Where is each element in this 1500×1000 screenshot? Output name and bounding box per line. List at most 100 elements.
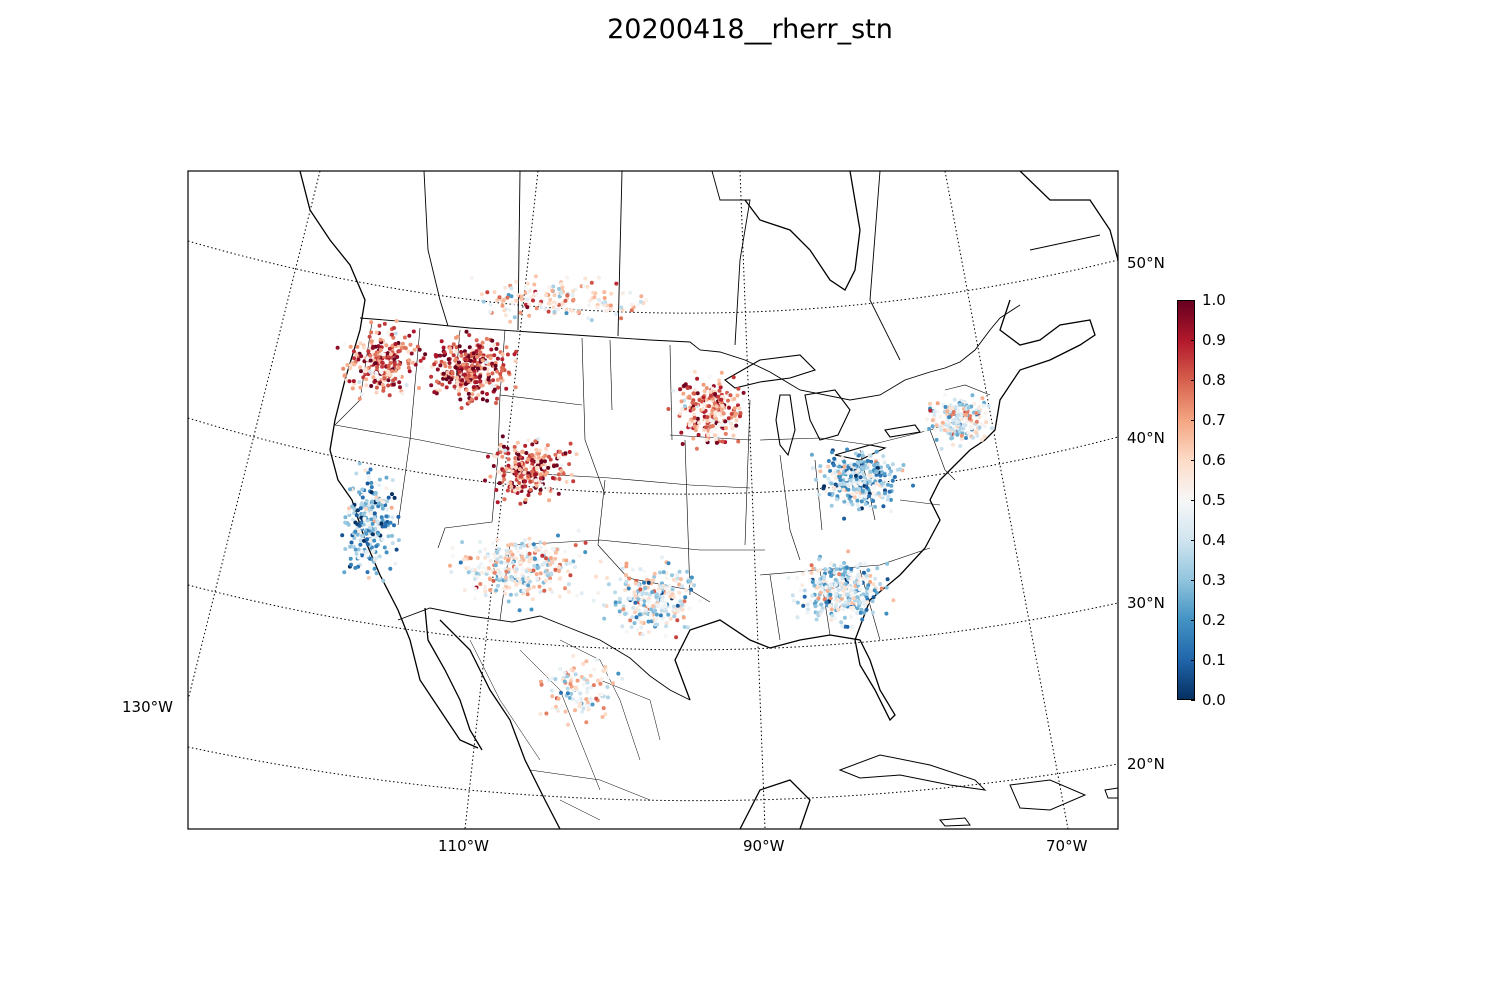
station-point	[383, 524, 388, 529]
station-point	[663, 604, 668, 609]
station-point	[890, 462, 895, 467]
station-point	[386, 534, 391, 539]
station-point	[888, 509, 893, 514]
station-point	[524, 569, 529, 574]
station-point	[644, 591, 649, 596]
station-point	[357, 523, 362, 528]
station-point	[829, 481, 834, 486]
station-point	[658, 570, 662, 575]
station-point	[852, 590, 857, 595]
station-point	[547, 461, 552, 466]
station-point	[348, 366, 353, 371]
station-point	[623, 612, 627, 616]
station-point	[818, 567, 823, 572]
station-point	[537, 448, 542, 453]
station-point	[668, 594, 673, 599]
station-point	[565, 569, 570, 574]
station-point	[464, 362, 469, 367]
station-point	[694, 446, 699, 451]
station-point	[602, 616, 607, 621]
station-point	[533, 439, 538, 444]
station-point	[672, 608, 677, 613]
station-point	[478, 374, 483, 379]
station-point	[651, 578, 655, 583]
station-point	[692, 424, 697, 429]
colorbar-tick-mark	[1191, 420, 1195, 421]
station-point	[831, 463, 836, 468]
station-point	[548, 576, 553, 581]
station-point	[528, 479, 533, 484]
station-point	[861, 592, 866, 597]
station-point	[454, 345, 459, 350]
station-point	[434, 354, 439, 359]
station-point	[545, 450, 550, 455]
station-point	[812, 583, 817, 588]
station-point	[543, 307, 548, 312]
station-point	[448, 563, 452, 568]
colorbar-tick-label: 0.4	[1202, 531, 1226, 549]
station-point	[493, 563, 498, 568]
station-point	[963, 412, 968, 417]
station-point	[842, 459, 847, 464]
station-point	[420, 365, 425, 370]
station-point	[505, 488, 510, 493]
station-point	[584, 703, 589, 708]
station-point	[380, 360, 385, 365]
station-point	[705, 419, 710, 423]
station-point	[654, 617, 659, 622]
station-point	[484, 336, 489, 341]
station-point	[840, 572, 845, 577]
station-point	[872, 463, 877, 468]
station-point	[542, 588, 547, 593]
station-point	[545, 443, 550, 448]
station-point	[360, 501, 364, 506]
station-point	[575, 678, 580, 683]
station-point	[979, 422, 984, 427]
station-point	[850, 491, 854, 496]
station-point	[566, 582, 571, 587]
station-point	[362, 345, 366, 350]
station-point	[569, 691, 574, 696]
station-point	[861, 576, 866, 581]
station-point	[804, 568, 809, 573]
parallel-30	[188, 584, 1118, 651]
station-point	[959, 433, 964, 438]
station-point	[868, 580, 873, 584]
station-point	[863, 502, 868, 506]
station-point	[470, 363, 475, 368]
station-point	[741, 390, 746, 395]
station-point	[729, 421, 734, 426]
station-point	[642, 603, 646, 608]
station-point	[855, 611, 860, 615]
station-point	[464, 329, 469, 334]
station-point	[533, 472, 538, 477]
station-point	[688, 579, 692, 584]
station-point	[735, 393, 740, 398]
station-point	[501, 571, 506, 576]
station-point	[373, 491, 378, 496]
station-point	[675, 603, 680, 608]
station-point	[456, 388, 461, 393]
station-point	[632, 621, 637, 626]
station-point	[455, 379, 460, 384]
station-point	[714, 440, 719, 445]
station-point	[644, 298, 649, 303]
station-point	[836, 607, 841, 612]
station-point	[837, 464, 842, 469]
station-point	[537, 302, 542, 307]
station-point	[628, 596, 633, 601]
station-point	[984, 420, 989, 425]
station-point	[586, 707, 591, 712]
station-point	[360, 553, 365, 558]
station-point	[606, 582, 611, 587]
station-point	[432, 390, 437, 395]
station-point	[494, 401, 498, 405]
station-point	[382, 321, 387, 326]
station-point	[523, 286, 528, 291]
station-point	[565, 691, 570, 696]
lake-erie	[834, 444, 887, 461]
station-point	[583, 276, 588, 281]
station-point	[501, 298, 506, 303]
colorbar-tick-label: 0.0	[1202, 691, 1226, 709]
station-point	[559, 290, 564, 295]
